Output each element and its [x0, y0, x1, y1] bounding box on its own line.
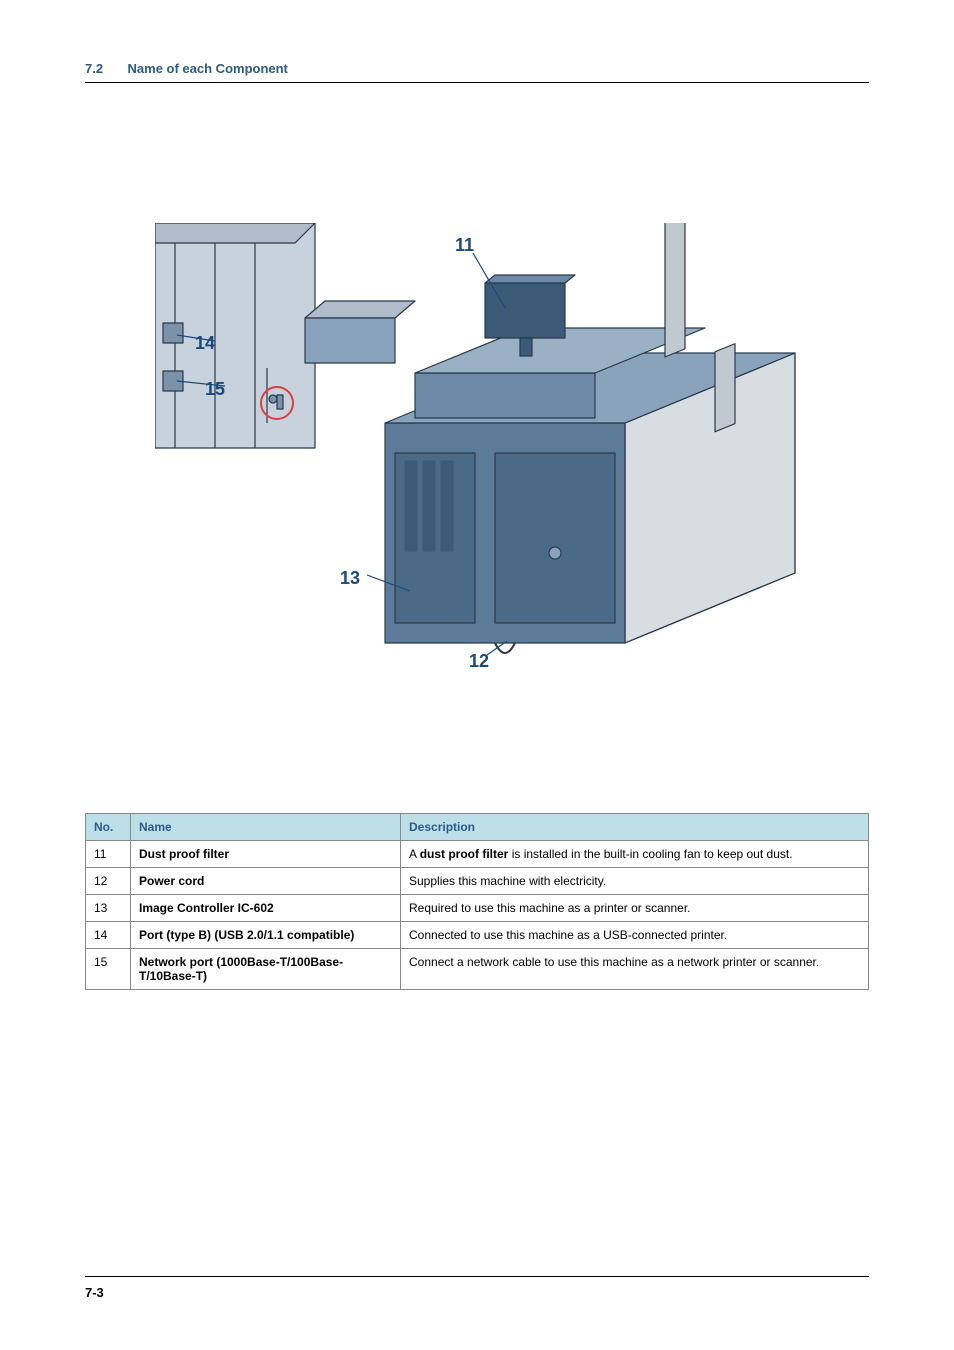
cell-description: Connected to use this machine as a USB-c… [401, 922, 869, 949]
table-row: 15 Network port (1000Base-T/100Base-T/10… [86, 949, 869, 990]
cell-name: Dust proof filter [131, 841, 401, 868]
callout-15: 15 [205, 379, 225, 400]
cell-no: 13 [86, 895, 131, 922]
callout-12: 12 [469, 651, 489, 672]
table-header-row: No. Name Description [86, 814, 869, 841]
callout-13: 13 [340, 568, 360, 589]
cell-name: Image Controller IC-602 [131, 895, 401, 922]
table-row: 12 Power cord Supplies this machine with… [86, 868, 869, 895]
callout-14: 14 [195, 333, 215, 354]
section-title: Name of each Component [128, 61, 288, 76]
header-description: Description [401, 814, 869, 841]
desc-suffix: is installed in the built-in cooling fan… [508, 847, 792, 861]
cell-no: 14 [86, 922, 131, 949]
cell-name: Network port (1000Base-T/100Base-T/10Bas… [131, 949, 401, 990]
cell-no: 11 [86, 841, 131, 868]
cell-name: Port (type B) (USB 2.0/1.1 compatible) [131, 922, 401, 949]
page-footer: 7-3 [85, 1276, 869, 1300]
table-row: 13 Image Controller IC-602 Required to u… [86, 895, 869, 922]
cell-description: A dust proof filter is installed in the … [401, 841, 869, 868]
section-number: 7.2 [85, 61, 103, 76]
cell-name: Power cord [131, 868, 401, 895]
header-no: No. [86, 814, 131, 841]
cell-description: Supplies this machine with electricity. [401, 868, 869, 895]
page-number: 7-3 [85, 1285, 104, 1300]
machine-illustration [155, 223, 835, 693]
cell-no: 15 [86, 949, 131, 990]
cell-description: Required to use this machine as a printe… [401, 895, 869, 922]
component-diagram: 11 12 13 14 15 [155, 223, 835, 693]
table-row: 11 Dust proof filter A dust proof filter… [86, 841, 869, 868]
table-row: 14 Port (type B) (USB 2.0/1.1 compatible… [86, 922, 869, 949]
components-table: No. Name Description 11 Dust proof filte… [85, 813, 869, 990]
callout-11: 11 [455, 235, 474, 256]
cell-description: Connect a network cable to use this mach… [401, 949, 869, 990]
desc-bold: dust proof filter [420, 847, 509, 861]
page-header: 7.2 Name of each Component [85, 60, 869, 83]
desc-prefix: A [409, 847, 420, 861]
header-name: Name [131, 814, 401, 841]
cell-no: 12 [86, 868, 131, 895]
